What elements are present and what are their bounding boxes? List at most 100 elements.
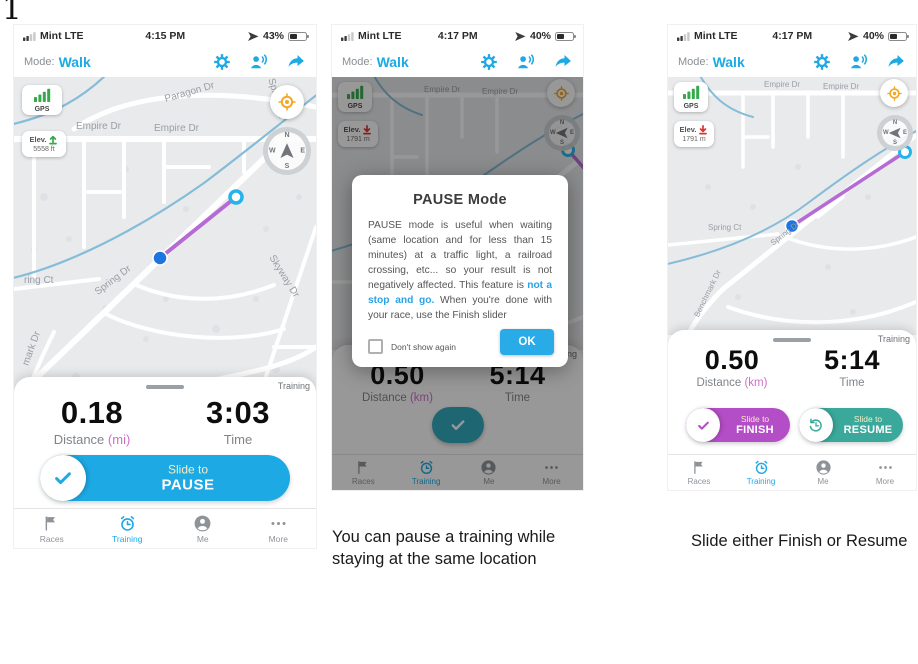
location-arrow-icon (247, 31, 259, 41)
nav-me[interactable]: Me (458, 455, 521, 490)
clock-label: 4:17 PM (772, 30, 813, 42)
app-header: Mode: Walk (668, 47, 916, 77)
compass-east: E (902, 130, 907, 136)
status-bar: Mint LTE 4:15 PM 43% (14, 25, 316, 47)
gps-signal-badge[interactable]: GPS (338, 82, 372, 112)
resume-slider[interactable]: Slide to RESUME (799, 408, 903, 442)
alarm-clock-icon (120, 515, 134, 531)
carrier-label: Mint LTE (694, 30, 738, 42)
clock-label: 4:15 PM (145, 30, 186, 42)
nav-more[interactable]: More (520, 455, 583, 490)
pause-slider[interactable]: Slide to PAUSE (40, 455, 290, 501)
street-label: Empire Dr (764, 80, 801, 89)
compass-control[interactable]: N W E S (263, 127, 311, 175)
settings-gear-icon[interactable] (479, 52, 499, 72)
compass-north: N (559, 120, 565, 126)
settings-gear-icon[interactable] (212, 52, 232, 72)
street-label: Empire Dr (76, 121, 122, 132)
map-canvas[interactable]: Paragon Dr Empire Dr Empire Dr Spring Dr… (14, 77, 316, 407)
person-icon (194, 515, 211, 531)
elevation-badge[interactable]: Elev. 1791 m (674, 121, 714, 147)
share-icon[interactable] (886, 52, 906, 72)
compass-control[interactable]: N W E S (877, 115, 913, 151)
nav-races[interactable]: Races (332, 455, 395, 490)
dont-show-again-control[interactable]: Don't show again (368, 339, 456, 354)
gps-signal-badge[interactable]: GPS (22, 85, 62, 115)
current-position-dot (152, 250, 168, 266)
clock-label: 4:17 PM (437, 30, 478, 42)
sheet-drag-handle[interactable] (773, 338, 811, 342)
elevation-value: 1791 m (346, 136, 370, 143)
gps-signal-badge[interactable]: GPS (674, 82, 708, 112)
more-dots-icon (878, 466, 892, 469)
pause-slider-knob[interactable] (40, 455, 86, 501)
battery-percent: 40% (862, 30, 884, 42)
flag-icon (45, 515, 56, 531)
nav-me[interactable]: Me (792, 455, 854, 490)
time-label: Time (839, 377, 865, 389)
settings-gear-icon[interactable] (812, 52, 832, 72)
nav-training[interactable]: Training (90, 509, 166, 548)
app-header: Mode: Walk (14, 47, 316, 77)
nav-races[interactable]: Races (14, 509, 90, 548)
app-header: Mode: Walk (332, 47, 583, 77)
dialog-title: PAUSE Mode (413, 192, 507, 208)
share-icon[interactable] (286, 52, 306, 72)
compass-control[interactable]: N W E S (544, 115, 580, 151)
nav-more[interactable]: More (241, 509, 317, 548)
voice-coach-icon[interactable] (249, 52, 269, 72)
nav-me[interactable]: Me (165, 509, 241, 548)
nav-races[interactable]: Races (668, 455, 730, 490)
checkbox[interactable] (368, 339, 383, 354)
map-canvas[interactable]: Empire Dr Empire Dr Spring Ct Spring Dr … (668, 77, 916, 335)
signal-icon (23, 32, 36, 41)
compass-west: W (883, 130, 889, 136)
elevation-label: Elev. (343, 125, 361, 134)
compass-north: N (892, 120, 898, 126)
status-bar: Mint LTE 4:17 PM 40% (668, 25, 916, 47)
nav-training[interactable]: Training (395, 455, 458, 490)
sheet-drag-handle[interactable] (146, 385, 184, 389)
battery-icon (888, 31, 909, 41)
compass-east: E (569, 130, 574, 136)
nav-training[interactable]: Training (730, 455, 792, 490)
pause-mode-dialog: PAUSE Mode PAUSE mode is useful when wai… (352, 175, 568, 367)
person-icon (815, 460, 831, 475)
share-icon[interactable] (553, 52, 573, 72)
time-label: Time (504, 392, 531, 404)
phone-screenshot-tracking: Mint LTE 4:15 PM 43% Mode: Walk (14, 25, 316, 548)
phone-screenshot-paused: Mint LTE 4:17 PM 40% Mode: Walk (668, 25, 916, 490)
locate-me-button[interactable] (880, 79, 908, 107)
finish-slider-knob[interactable] (686, 408, 720, 442)
bottom-nav: Races Training Me More (14, 508, 316, 548)
locate-me-button[interactable] (270, 85, 304, 119)
confirm-pause-button[interactable] (431, 407, 484, 443)
time-value: 5:14 (823, 345, 881, 375)
compass-west: W (269, 147, 276, 155)
mode-value[interactable]: Walk (376, 54, 409, 70)
locate-me-button[interactable] (547, 79, 575, 107)
voice-coach-icon[interactable] (516, 52, 536, 72)
training-bottom-sheet: Training 0.18 Distance (mi) 3:03 Time Sl… (14, 377, 316, 548)
elevation-badge[interactable]: Elev. 1791 m (338, 121, 378, 147)
more-dots-icon (271, 521, 286, 525)
resume-slider-knob[interactable] (799, 408, 833, 442)
distance-label: Distance (362, 392, 407, 404)
nav-more[interactable]: More (854, 455, 916, 490)
distance-value: 0.50 (704, 345, 760, 375)
target-icon (277, 92, 297, 112)
elevation-badge[interactable]: Elev. 5558 ft (22, 131, 66, 157)
stats-row: 0.18 Distance (mi) 3:03 Time (14, 395, 316, 447)
time-stat: 3:03 Time (182, 395, 294, 447)
route-start-marker (228, 189, 244, 205)
mode-value[interactable]: Walk (712, 54, 745, 70)
mode-label: Mode: (24, 56, 55, 68)
compass-needle-icon (280, 143, 294, 158)
current-position-dot (784, 218, 800, 234)
finish-slider[interactable]: Slide to FINISH (686, 408, 790, 442)
route-track (152, 189, 244, 266)
mode-value[interactable]: Walk (58, 54, 91, 70)
distance-unit: (km) (744, 377, 768, 389)
ok-button[interactable]: OK (500, 329, 554, 355)
voice-coach-icon[interactable] (849, 52, 869, 72)
